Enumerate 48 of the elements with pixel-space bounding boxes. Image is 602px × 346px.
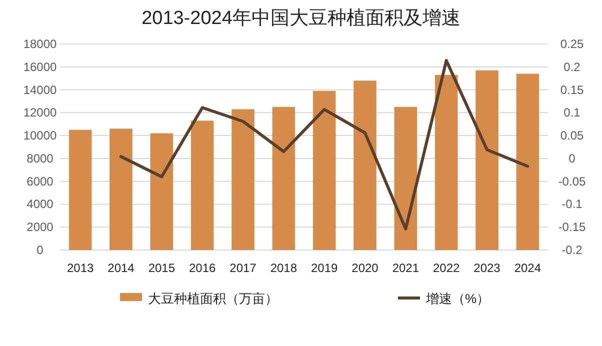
- x-tick-label: 2016: [188, 261, 216, 275]
- x-tick-label: 2020: [352, 261, 379, 275]
- x-tick-label: 2023: [474, 261, 501, 275]
- bar: [476, 70, 498, 250]
- y-tick-label: 14000: [23, 82, 58, 97]
- bar: [434, 74, 458, 250]
- y-tick-label: 10000: [23, 128, 58, 143]
- bar: [312, 90, 336, 250]
- x-tick-label: 2017: [230, 261, 257, 275]
- bar: [272, 106, 296, 250]
- y2-tick-label: 0.25: [560, 37, 584, 51]
- x-tick-label: 2014: [108, 261, 135, 275]
- y2-tick-label: 0.2: [564, 60, 581, 74]
- y2-tick-label: -0.1: [562, 197, 583, 212]
- y-tick-label: 16000: [23, 60, 58, 74]
- y2-tick-label: 0.05: [560, 128, 584, 143]
- bar: [110, 128, 132, 250]
- bar: [232, 109, 254, 250]
- x-tick-label: 2024: [514, 261, 542, 275]
- y-tick-label: 12000: [23, 106, 58, 120]
- x-tick-label: 2019: [310, 261, 338, 275]
- x-tick-label: 2013: [66, 261, 94, 275]
- bar: [150, 133, 174, 250]
- y-tick-label: 0: [36, 243, 44, 257]
- y2-tick-label: -0.15: [558, 220, 586, 234]
- x-tick-label: 2015: [148, 261, 176, 275]
- chart-title: 2013-2024年中国大豆种植面积及增速: [142, 8, 460, 29]
- x-tick-label: 2022: [432, 261, 460, 275]
- y2-tick-label: 0: [568, 151, 576, 166]
- bar: [190, 120, 214, 250]
- y-tick-label: 2000: [26, 220, 54, 234]
- x-tick-label: 2021: [392, 261, 420, 275]
- y2-tick-label: 0.1: [564, 106, 581, 120]
- legend-label: 增速（%）: [425, 291, 490, 306]
- bar: [354, 80, 376, 250]
- legend-label: 大豆种植面积（万亩）: [148, 291, 278, 306]
- bar: [394, 106, 418, 250]
- y2-tick-label: -0.2: [562, 243, 583, 257]
- x-tick-label: 2018: [270, 261, 298, 275]
- y2-tick-label: 0.15: [560, 82, 584, 97]
- y-tick-label: 18000: [23, 37, 58, 51]
- line-series: [120, 58, 530, 230]
- y-tick-label: 8000: [26, 151, 54, 166]
- y-tick-label: 6000: [26, 174, 54, 188]
- bar: [68, 130, 92, 250]
- bar: [516, 74, 540, 250]
- y2-tick-label: -0.05: [558, 174, 586, 188]
- y-tick-label: 4000: [26, 197, 54, 212]
